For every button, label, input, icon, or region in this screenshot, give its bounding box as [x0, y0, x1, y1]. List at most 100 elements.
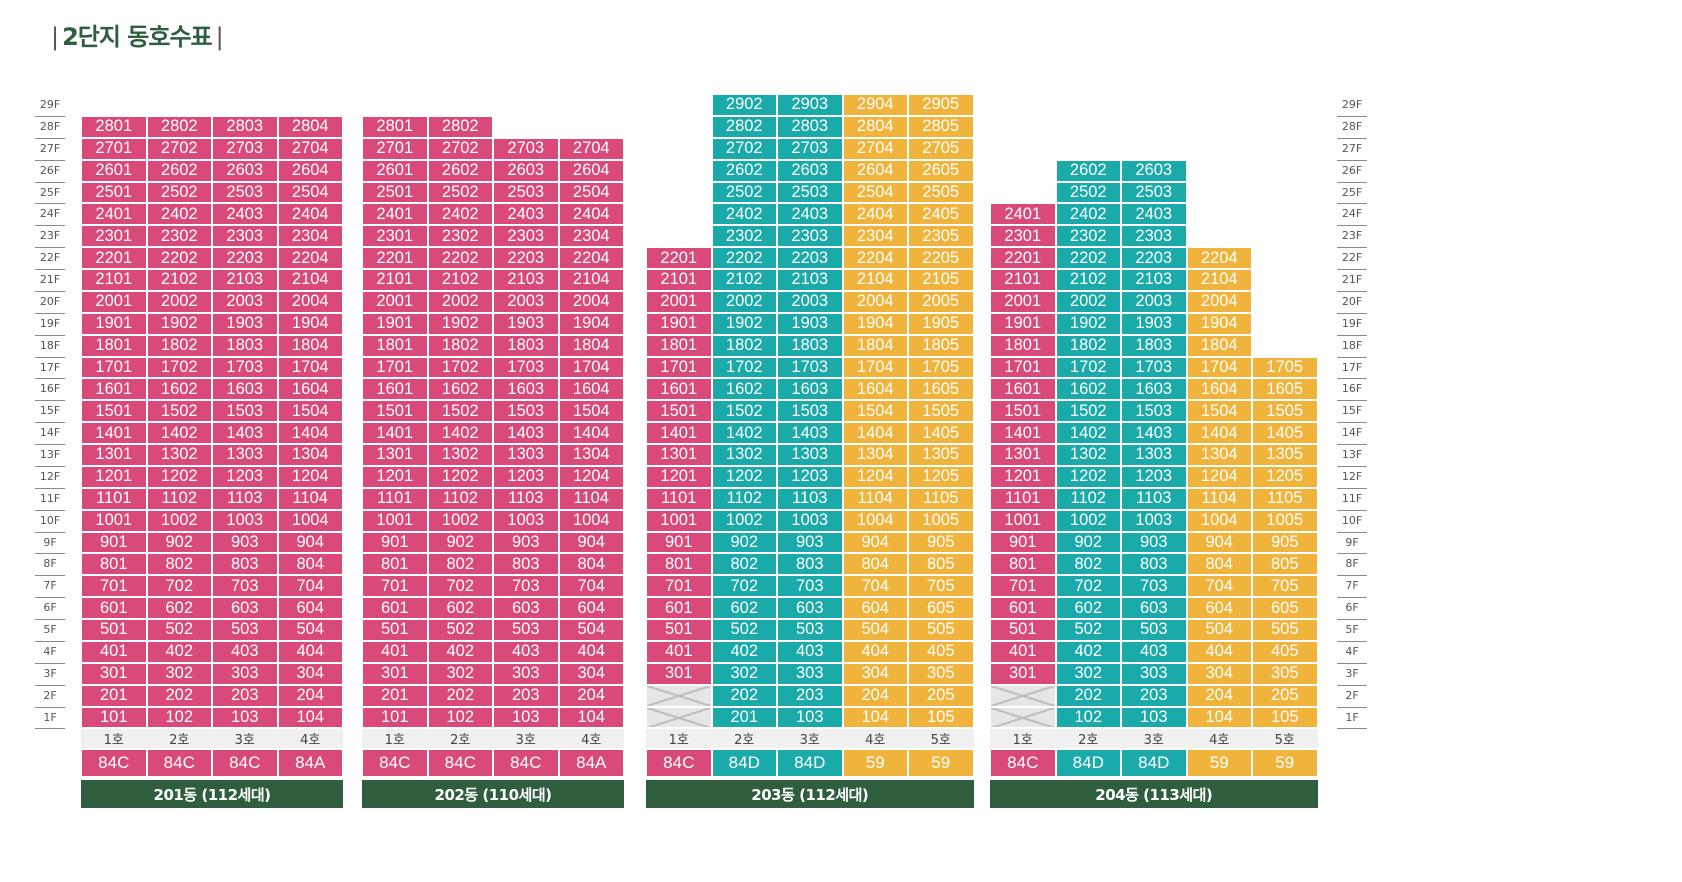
unit-type-label: 84C [146, 749, 212, 778]
unit-cell: 1704 [842, 356, 908, 379]
unit-cell: 2201 [646, 247, 712, 269]
unit-type-label: 84C [990, 749, 1056, 778]
unit-cell: 103 [493, 706, 559, 729]
floor-label: 14F [1337, 423, 1367, 445]
unit-cell: 804 [558, 553, 624, 576]
floor-label: 20F [1337, 292, 1367, 314]
unit-cell: 2703 [212, 137, 278, 160]
unit-cell: 2303 [212, 225, 278, 248]
unit-cell: 1204 [277, 465, 343, 488]
floor-label: 6F [35, 598, 65, 620]
unit-cell: 1802 [711, 334, 777, 357]
unit-cell: 1501 [646, 400, 712, 423]
unit-cell: 1202 [427, 465, 493, 488]
unit-cell: 2602 [427, 159, 493, 182]
unit-cell: 905 [908, 531, 974, 554]
unit-cell: 2101 [646, 269, 712, 291]
unit-cell: 1801 [362, 334, 428, 357]
unit-cell: 205 [1252, 684, 1318, 707]
unit-cell: 2204 [558, 247, 624, 269]
unit-cell: 2004 [558, 290, 624, 313]
unit-cell: 1301 [646, 444, 712, 466]
unit-cell: 2701 [81, 137, 147, 160]
unit-cell: 2802 [146, 115, 212, 138]
unit-cell: 2801 [362, 115, 428, 138]
unit-cell: 1003 [1121, 509, 1187, 532]
unit-cell: 303 [1121, 662, 1187, 685]
unit-cell: 503 [493, 619, 559, 641]
unit-cell: 1504 [558, 400, 624, 423]
unit-cell: 903 [212, 531, 278, 554]
unit-cell: 701 [990, 575, 1056, 598]
unit-cell: 1304 [277, 444, 343, 466]
unit-cell: 904 [277, 531, 343, 554]
unit-cell: 1301 [362, 444, 428, 466]
unit-cell: 305 [908, 662, 974, 685]
unit-cell: 1402 [711, 422, 777, 444]
unit-cell: 1703 [493, 356, 559, 379]
unit-cell: 2702 [146, 137, 212, 160]
unit-cell: 2205 [908, 247, 974, 269]
unit-cell: 2304 [558, 225, 624, 248]
pilotis-cell [646, 684, 712, 707]
unit-cell: 1502 [146, 400, 212, 423]
pilotis-cell [990, 684, 1056, 707]
unit-cell: 1802 [427, 334, 493, 357]
unit-type-label: 84A [277, 749, 343, 778]
unit-cell: 1602 [146, 378, 212, 401]
floor-label: 7F [1337, 576, 1367, 599]
unit-cell: 704 [558, 575, 624, 598]
unit-cell: 1103 [212, 487, 278, 510]
unit-cell: 703 [493, 575, 559, 598]
unit-cell: 504 [1186, 619, 1252, 641]
unit-cell: 2002 [1055, 290, 1121, 313]
floor-label: 22F [35, 248, 65, 270]
unit-cell: 2102 [146, 269, 212, 291]
unit-cell: 601 [81, 597, 147, 619]
unit-cell: 2102 [427, 269, 493, 291]
unit-cell: 1804 [558, 334, 624, 357]
unit-cell: 2903 [777, 94, 843, 116]
unit-cell: 2304 [842, 225, 908, 248]
unit-cell: 1602 [711, 378, 777, 401]
floor-label: 12F [35, 467, 65, 489]
unit-cell: 2604 [842, 159, 908, 182]
unit-cell: 1003 [493, 509, 559, 532]
unit-cell: 1001 [362, 509, 428, 532]
unit-cell: 902 [1055, 531, 1121, 554]
unit-cell: 2601 [81, 159, 147, 182]
unit-cell: 601 [362, 597, 428, 619]
unit-cell: 2302 [427, 225, 493, 248]
unit-cell: 604 [558, 597, 624, 619]
unit-cell: 2702 [711, 137, 777, 160]
unit-cell: 2104 [277, 269, 343, 291]
floor-label: 17F [1337, 358, 1367, 380]
unit-cell: 404 [1186, 640, 1252, 663]
unit-cell: 503 [777, 619, 843, 641]
unit-cell: 1505 [908, 400, 974, 423]
floor-label: 10F [1337, 511, 1367, 533]
unit-cell: 903 [1121, 531, 1187, 554]
unit-cell: 402 [1055, 640, 1121, 663]
unit-cell: 1304 [1186, 444, 1252, 466]
unit-cell: 2801 [81, 115, 147, 138]
unit-cell: 2402 [1055, 203, 1121, 226]
unit-cell: 2501 [81, 181, 147, 204]
ho-label: 3호 [212, 729, 278, 749]
unit-cell: 705 [908, 575, 974, 598]
unit-cell: 102 [146, 706, 212, 729]
unit-cell: 2803 [777, 115, 843, 138]
unit-cell: 1903 [777, 312, 843, 335]
unit-cell: 1803 [777, 334, 843, 357]
unit-cell: 2104 [1186, 269, 1252, 291]
unit-cell: 1002 [1055, 509, 1121, 532]
unit-cell: 2003 [777, 290, 843, 313]
title-text: 2단지 동호수표 [62, 23, 213, 51]
unit-cell: 2804 [842, 115, 908, 138]
unit-cell: 501 [646, 619, 712, 641]
unit-cell: 604 [1186, 597, 1252, 619]
unit-cell: 1604 [842, 378, 908, 401]
unit-cell: 101 [362, 706, 428, 729]
unit-cell: 902 [711, 531, 777, 554]
unit-cell: 1303 [212, 444, 278, 466]
